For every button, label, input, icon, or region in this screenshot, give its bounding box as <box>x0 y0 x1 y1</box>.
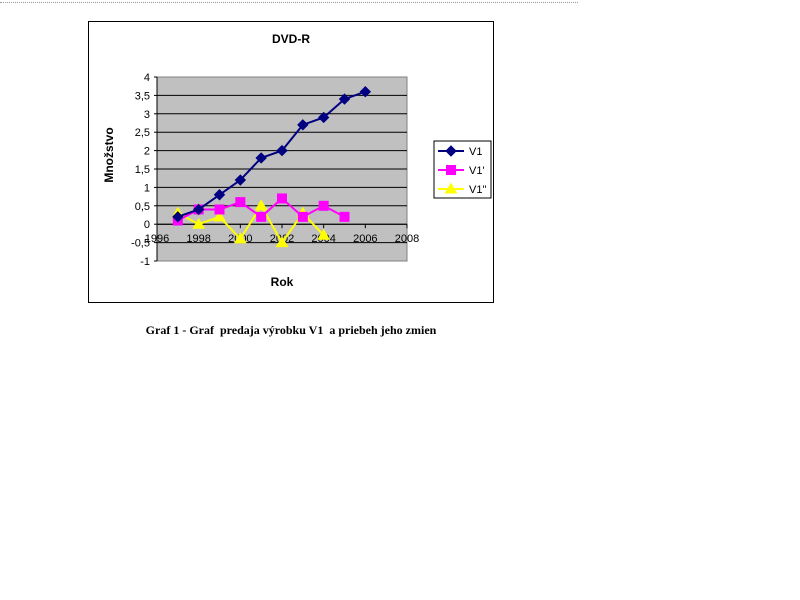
chart-svg: -1-0,500,511,522,533,5419961998200020022… <box>102 72 492 289</box>
x-tick-label: 1996 <box>145 233 169 245</box>
chart-title: DVD-R <box>272 32 310 46</box>
y-tick-label: 1,5 <box>135 164 150 176</box>
data-point <box>255 152 267 164</box>
data-point <box>297 211 308 222</box>
y-tick-label: 2 <box>144 146 150 158</box>
series-line <box>177 90 366 218</box>
y-tick-label: 1 <box>144 182 150 194</box>
data-point <box>213 210 226 222</box>
data-point <box>256 211 267 222</box>
x-tick-label: 1998 <box>186 233 210 245</box>
page-top-rule <box>0 2 578 3</box>
data-point <box>275 236 289 248</box>
y-tick-label: 0,5 <box>135 201 150 213</box>
legend-swatch-marker <box>446 165 456 175</box>
y-tick-label: 4 <box>144 72 150 84</box>
data-point <box>339 211 350 222</box>
y-tick-label: -0,5 <box>131 238 150 250</box>
data-point <box>297 119 309 131</box>
data-point <box>317 111 330 124</box>
data-point <box>338 93 351 105</box>
legend-entry-label: V1 <box>469 146 482 158</box>
y-axis-title: Množstvo <box>102 127 116 182</box>
chart-frame: DVD-R -1 -0,5 0 0,5 1 1,5 2 2,5 3 3,5 4 1996 1998 200… <box>88 21 494 303</box>
x-axis-title: Rok <box>271 275 294 289</box>
data-point <box>192 203 205 216</box>
data-point <box>234 174 247 186</box>
data-point <box>254 199 268 211</box>
data-point <box>214 204 225 215</box>
x-tick-label: 2008 <box>395 233 419 245</box>
data-point <box>317 228 331 240</box>
data-point <box>192 217 206 229</box>
data-point <box>276 144 288 157</box>
y-tick-label: -1 <box>140 256 150 268</box>
legend-swatch-marker <box>444 182 458 194</box>
data-point <box>359 86 372 98</box>
data-point <box>277 193 287 204</box>
data-point <box>213 189 226 201</box>
legend-entry-label: V1' <box>469 165 485 177</box>
data-point <box>235 197 246 208</box>
x-tick-label: 2006 <box>353 233 377 245</box>
legend-entry-label: V1" <box>469 184 486 196</box>
y-tick-label: 3 <box>144 109 150 121</box>
data-point <box>172 211 184 223</box>
legend-swatch-marker <box>445 145 457 157</box>
y-tick-label: 2,5 <box>135 127 150 139</box>
y-tick-label: 3,5 <box>135 90 150 102</box>
data-point <box>318 200 329 211</box>
y-tick-label: 0 <box>144 219 150 231</box>
figure-caption: Graf 1 - Graf predaja výrobku V1 a prieb… <box>145 323 437 337</box>
data-point <box>233 232 247 244</box>
